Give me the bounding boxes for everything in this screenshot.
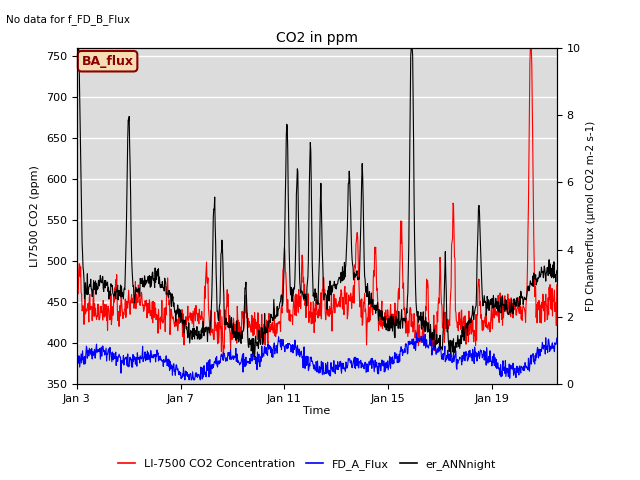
Legend: LI-7500 CO2 Concentration, FD_A_Flux, er_ANNnight: LI-7500 CO2 Concentration, FD_A_Flux, er…: [114, 455, 500, 474]
Text: No data for f_FD_B_Flux: No data for f_FD_B_Flux: [6, 14, 131, 25]
X-axis label: Time: Time: [303, 407, 330, 417]
Y-axis label: FD Chamberflux (μmol CO2 m-2 s-1): FD Chamberflux (μmol CO2 m-2 s-1): [586, 121, 596, 311]
Y-axis label: LI7500 CO2 (ppm): LI7500 CO2 (ppm): [30, 165, 40, 267]
Title: CO2 in ppm: CO2 in ppm: [276, 32, 358, 46]
Text: BA_flux: BA_flux: [82, 55, 134, 68]
